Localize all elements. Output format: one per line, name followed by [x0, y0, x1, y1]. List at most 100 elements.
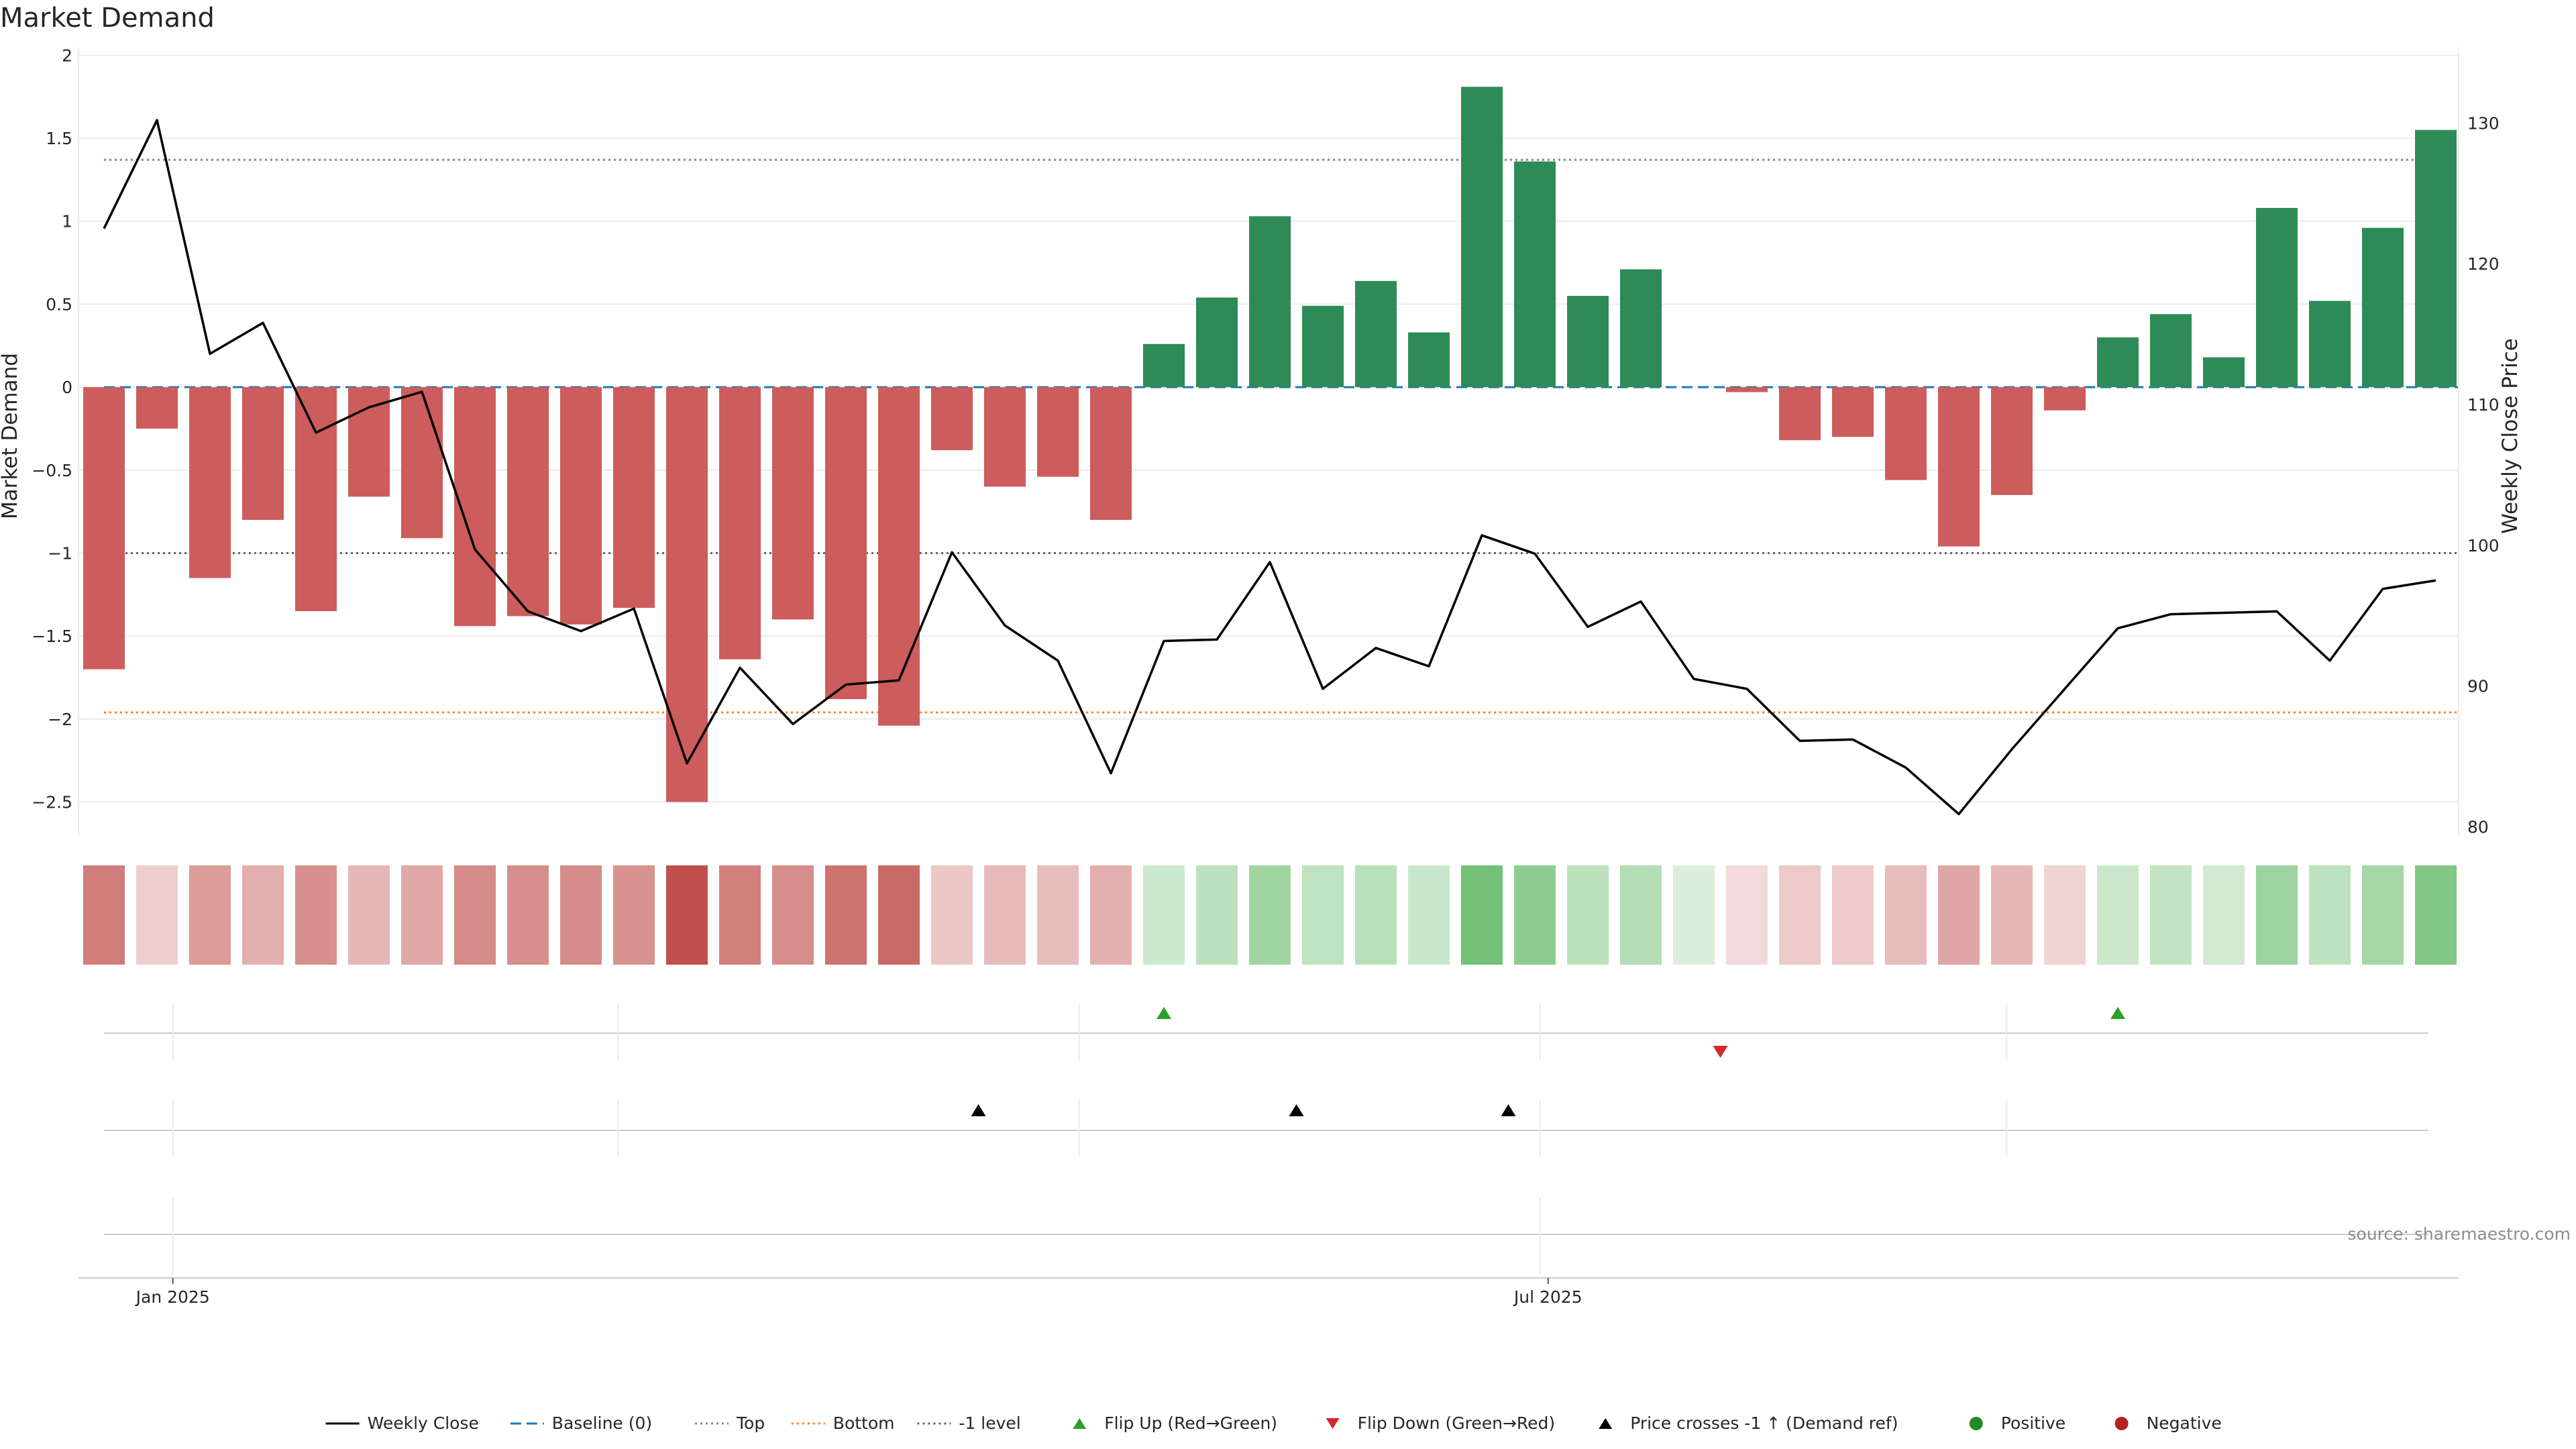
demand-bar [1302, 305, 1344, 388]
demand-bar [136, 387, 178, 429]
heat-cell [1938, 865, 1980, 965]
demand-bar [1779, 387, 1821, 441]
demand-bar [1991, 387, 2033, 495]
legend-item: Top [695, 1413, 765, 1433]
demand-bar [2256, 207, 2298, 388]
demand-bar [2203, 357, 2245, 388]
demand-bar [2097, 337, 2139, 388]
heat-cell [984, 865, 1026, 965]
demand-bar [1885, 387, 1927, 480]
demand-bar [878, 387, 920, 726]
demand-bar [1355, 280, 1397, 388]
heat-cell [2097, 865, 2139, 965]
y2-tick-label: 130 [2467, 113, 2500, 133]
heat-cell [189, 865, 231, 965]
y-tick-label: −1 [48, 543, 72, 563]
demand-bar [1620, 269, 1662, 388]
legend-label: Bottom [833, 1413, 895, 1433]
demand-bar [613, 387, 655, 608]
legend-label: Negative [2147, 1413, 2222, 1433]
heat-cell [825, 865, 867, 965]
flip-up-marker [2110, 1007, 2125, 1019]
legend-label: Flip Up (Red→Green) [1104, 1413, 1277, 1433]
heat-cell [1143, 865, 1185, 965]
axes: 2 1.5 1 0.5 0 −0.5 −1 −1.5 −2 −2.5 130 120 110 100 90 8… [32, 46, 2499, 1307]
legend-label: Weekly Close [368, 1413, 479, 1433]
heat-cell [1567, 865, 1609, 965]
heat-cell [878, 865, 920, 965]
heat-cell [1514, 865, 1556, 965]
demand-bar [1143, 343, 1185, 388]
demand-bar [242, 387, 284, 520]
legend-item: Positive [1969, 1413, 2065, 1433]
heat-cell [560, 865, 602, 965]
heat-cell [1090, 865, 1132, 965]
demand-bar [1090, 387, 1132, 520]
demand-bar [1832, 387, 1874, 437]
y2-axis-label: Weekly Close Price [2498, 338, 2522, 534]
demand-bar [1514, 161, 1556, 388]
price-cross-marker [1289, 1104, 1304, 1116]
legend-item: Weekly Close [325, 1413, 479, 1433]
price-line-group [103, 119, 2436, 816]
demand-bar [348, 387, 390, 497]
demand-bar [1567, 296, 1609, 388]
demand-bars [83, 87, 2457, 802]
heat-cell [2309, 865, 2351, 965]
heat-cell [1832, 865, 1874, 965]
demand-bar [931, 387, 973, 451]
legend-item: Flip Up (Red→Green) [1073, 1413, 1277, 1433]
y-tick-label: 2 [62, 46, 72, 65]
legend-item: Baseline (0) [510, 1413, 652, 1433]
heat-cell [1302, 865, 1344, 965]
y2-tick-label: 80 [2467, 817, 2489, 837]
demand-bar [2150, 314, 2192, 388]
legend-label: Positive [2001, 1413, 2065, 1433]
heat-cell [666, 865, 708, 965]
heat-cell [348, 865, 390, 965]
demand-bar [2362, 227, 2404, 388]
heat-cell [1620, 865, 1662, 965]
heat-cell [931, 865, 973, 965]
heat-cell [83, 865, 125, 965]
demand-bar [1461, 87, 1503, 388]
heat-cell [2150, 865, 2192, 965]
demand-bar [1196, 297, 1238, 388]
price-cross-marker [1501, 1104, 1516, 1116]
demand-bar [1037, 387, 1079, 477]
y-tick-label: −0.5 [32, 461, 72, 480]
y-tick-label: −1.5 [32, 627, 72, 646]
legend-swatch [1969, 1417, 1983, 1430]
event-markers [104, 1003, 2428, 1275]
demand-bar [2415, 129, 2457, 388]
demand-bar [189, 387, 231, 578]
heat-cell [2256, 865, 2298, 965]
heat-cell [1408, 865, 1450, 965]
demand-bar [295, 387, 337, 612]
heat-cell [1461, 865, 1503, 965]
demand-bar [560, 387, 602, 625]
x-tick-label: Jul 2025 [1513, 1287, 1582, 1307]
heat-cell [719, 865, 761, 965]
heat-cell [1673, 865, 1715, 965]
y-axis-label: Market Demand [0, 353, 22, 519]
heat-cell [2044, 865, 2086, 965]
demand-bar [507, 387, 549, 616]
demand-bar [401, 387, 443, 539]
heat-cell [2203, 865, 2245, 965]
heat-cell [2415, 865, 2457, 965]
legend-item: Negative [2114, 1413, 2222, 1433]
legend-label: Top [736, 1413, 765, 1433]
demand-bar [1938, 387, 1980, 547]
y2-tick-label: 110 [2467, 395, 2500, 415]
legend-item: -1 level [917, 1413, 1021, 1433]
demand-bar [719, 387, 761, 659]
y-tick-label: 1.5 [46, 129, 72, 148]
heat-cell [295, 865, 337, 965]
heat-cell [507, 865, 549, 965]
demand-bar [825, 387, 867, 700]
x-tick-label: Jan 2025 [135, 1287, 210, 1307]
y2-tick-label: 90 [2467, 677, 2489, 696]
legend-label: -1 level [959, 1413, 1020, 1433]
legend-label: Price crosses -1 ↑ (Demand ref) [1630, 1413, 1898, 1433]
